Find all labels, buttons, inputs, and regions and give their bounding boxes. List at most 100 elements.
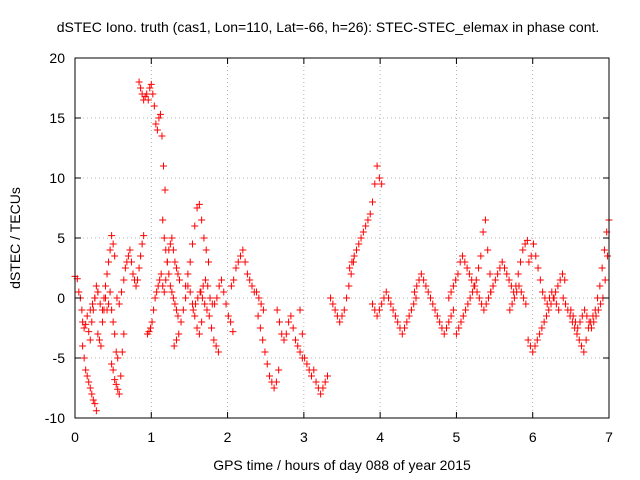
data-point [86,306,94,314]
data-point [472,276,480,284]
data-point [454,270,462,278]
data-point [296,306,304,314]
data-point [359,228,367,236]
data-point [111,252,119,260]
data-point [212,342,220,350]
data-point [237,252,245,260]
data-point [160,234,168,242]
data-point [329,300,337,308]
data-point [109,366,117,374]
data-point [227,318,235,326]
data-point [375,306,383,314]
data-point [174,270,182,278]
data-point [543,300,551,308]
data-point [436,318,444,326]
data-point [422,282,430,290]
data-point [198,216,206,224]
data-point [461,258,469,266]
x-tick-label: 4 [376,429,384,445]
data-point [355,240,363,248]
data-point [177,318,185,326]
data-point [301,354,309,362]
data-point [282,330,290,338]
data-point [482,300,490,308]
data-point [115,390,123,398]
data-point [179,306,187,314]
data-point [156,110,164,118]
data-point [514,270,522,278]
data-point [515,282,523,290]
series-arc-8 [143,234,184,338]
data-point [208,324,216,332]
data-point [548,288,556,296]
data-point [108,232,116,240]
data-point [331,306,339,314]
data-point [158,132,166,140]
data-point [86,336,94,344]
data-point [184,270,192,278]
data-point [459,252,467,260]
data-point [191,222,199,230]
data-point [580,348,588,356]
y-tick-label: 0 [57,290,65,306]
x-tick-label: 5 [453,429,461,445]
data-point [479,228,487,236]
data-point [108,306,116,314]
data-point [366,210,374,218]
data-point [91,294,99,302]
data-point [597,300,605,308]
series-arc-20 [369,288,420,338]
data-point [165,270,173,278]
data-point [473,288,481,296]
data-point [582,336,590,344]
data-point [246,276,254,284]
data-point [562,300,570,308]
data-point [536,276,544,284]
data-point [168,288,176,296]
data-point [491,276,499,284]
data-point [352,246,360,254]
series-arc-27 [559,216,613,356]
data-point [407,306,415,314]
data-point [413,282,421,290]
data-point [357,234,365,242]
data-point [275,366,283,374]
data-point [113,294,121,302]
data-point [121,264,129,272]
data-point [111,330,119,338]
data-point [364,216,372,224]
data-point [105,258,113,266]
data-point [350,252,358,260]
data-point [157,270,165,278]
data-point [206,294,214,302]
data-point [559,294,567,302]
data-point [197,288,205,296]
data-point [291,336,299,344]
data-point [486,270,494,278]
data-point [159,282,167,290]
data-point [169,246,177,254]
data-point [452,276,460,284]
data-point [417,270,425,278]
x-tick-label: 6 [529,429,537,445]
data-point [109,240,117,248]
data-point [83,312,91,320]
data-point [558,270,566,278]
data-point [198,294,206,302]
data-point [155,114,163,122]
data-point [171,258,179,266]
data-point [401,324,409,332]
data-point [529,348,537,356]
data-point [150,102,158,110]
data-point [600,246,608,254]
data-point [378,300,386,308]
data-point [445,318,453,326]
data-point [137,252,145,260]
data-point [149,90,157,98]
data-point [394,318,402,326]
data-point [102,294,110,302]
data-point [163,258,171,266]
data-point [255,294,263,302]
data-point [214,348,222,356]
data-point [186,288,194,296]
